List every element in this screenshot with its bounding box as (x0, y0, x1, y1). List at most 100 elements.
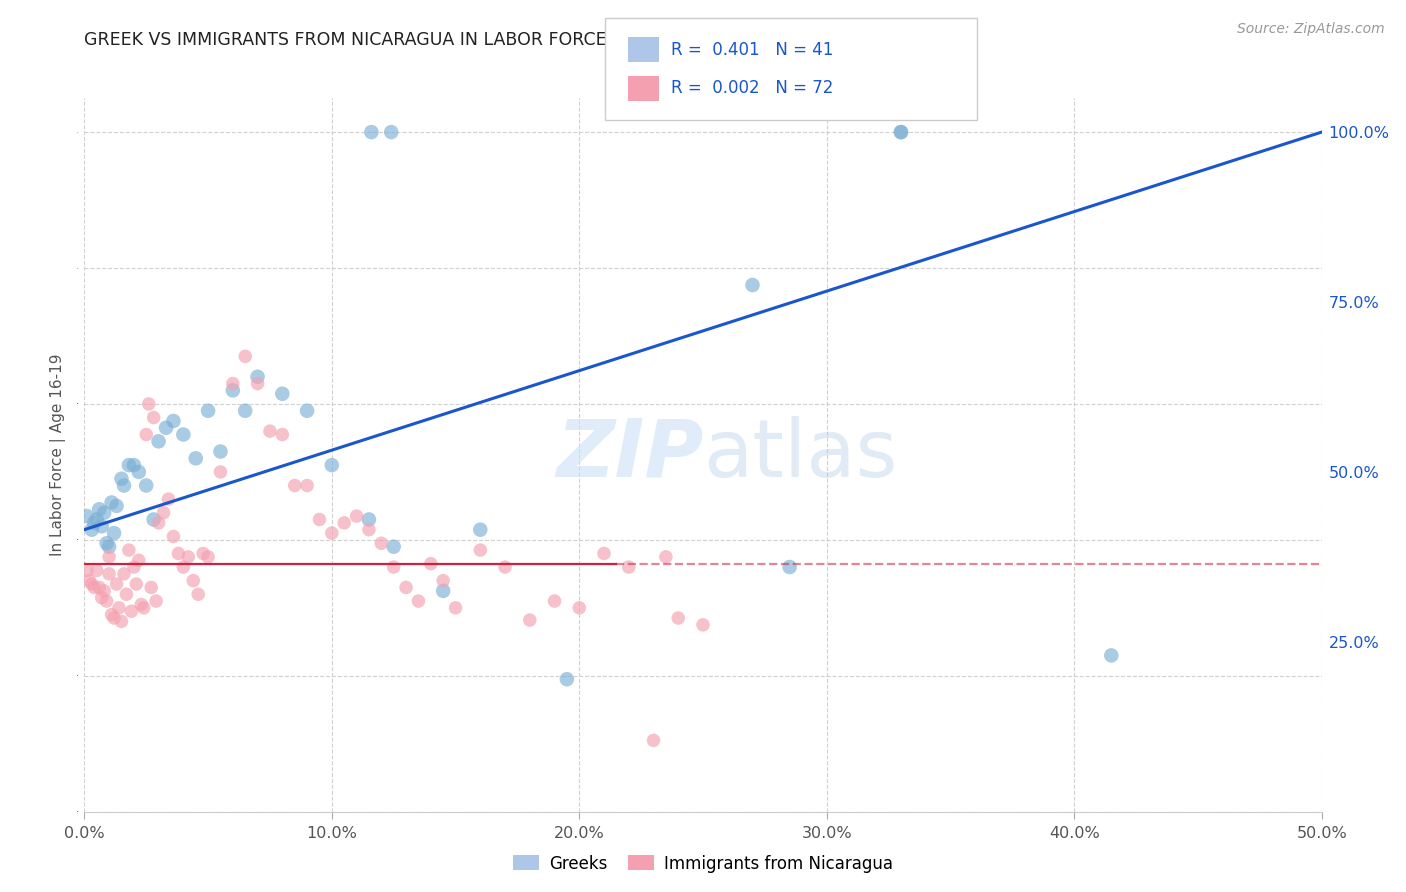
Point (271, 386, 294, 401)
Point (655, 549, 678, 564)
Point (103, 526, 125, 541)
Point (259, 424, 281, 438)
Point (617, 560, 640, 574)
Point (321, 526, 343, 541)
Point (98, 540, 121, 554)
Point (105, 499, 128, 513)
Point (360, 125, 382, 139)
Point (90, 591, 112, 605)
Legend: Greeks, Immigrants from Nicaragua: Greeks, Immigrants from Nicaragua (506, 848, 900, 880)
Point (271, 427, 294, 442)
Point (135, 478, 157, 492)
Text: Source: ZipAtlas.com: Source: ZipAtlas.com (1237, 22, 1385, 37)
Point (222, 384, 245, 398)
Point (138, 397, 160, 411)
Point (96, 594, 118, 608)
Point (122, 560, 145, 574)
Y-axis label: In Labor Force | Age 16-19: In Labor Force | Age 16-19 (51, 353, 66, 557)
Point (419, 557, 441, 571)
Point (191, 546, 214, 560)
Point (432, 583, 454, 598)
Point (444, 600, 467, 615)
Point (96, 536, 118, 550)
Point (295, 478, 318, 492)
Point (470, 543, 492, 558)
Point (93, 506, 115, 520)
Point (89, 581, 111, 595)
Point (115, 587, 138, 601)
Text: ZIP: ZIP (555, 416, 703, 494)
Point (197, 549, 219, 564)
Point (222, 376, 245, 391)
Point (246, 376, 269, 391)
Point (120, 604, 142, 618)
Point (108, 600, 131, 615)
Point (89, 502, 111, 516)
Point (181, 574, 204, 588)
Point (86, 512, 108, 526)
Point (172, 560, 194, 574)
Point (157, 492, 180, 507)
Point (112, 478, 135, 492)
Point (666, 611, 689, 625)
Text: GREEK VS IMMIGRANTS FROM NICARAGUA IN LABOR FORCE | AGE 16-19 CORRELATION CHART: GREEK VS IMMIGRANTS FROM NICARAGUA IN LA… (84, 31, 910, 49)
Text: R =  0.002   N = 72: R = 0.002 N = 72 (671, 79, 832, 97)
Point (555, 672, 578, 686)
Point (382, 560, 405, 574)
Point (142, 410, 165, 425)
Point (593, 546, 616, 560)
Point (118, 458, 141, 472)
Point (470, 523, 492, 537)
Point (432, 574, 454, 588)
Point (643, 733, 665, 747)
Point (100, 495, 122, 509)
Point (233, 350, 256, 364)
Point (346, 509, 368, 524)
Point (128, 553, 150, 567)
Point (155, 421, 177, 435)
Point (79, 574, 101, 588)
Point (76, 509, 98, 524)
Point (98, 566, 121, 581)
Point (118, 543, 141, 558)
Point (333, 516, 356, 530)
Point (141, 581, 163, 595)
Point (122, 458, 145, 472)
Point (692, 617, 714, 632)
Point (233, 403, 256, 417)
Point (129, 598, 152, 612)
Point (83, 516, 105, 530)
Point (1099, 648, 1122, 663)
Point (76, 564, 98, 578)
Point (177, 549, 200, 564)
Point (86, 564, 108, 578)
Point (167, 546, 190, 560)
Point (112, 566, 135, 581)
Point (395, 581, 418, 595)
Point (321, 458, 343, 472)
Point (142, 512, 165, 526)
Point (295, 403, 318, 417)
Text: atlas: atlas (703, 416, 897, 494)
Point (209, 444, 232, 458)
Point (132, 600, 155, 615)
Point (519, 613, 541, 627)
Point (135, 427, 157, 442)
Point (125, 577, 148, 591)
Point (83, 581, 105, 595)
Point (98, 549, 121, 564)
Point (543, 594, 565, 608)
Point (197, 403, 219, 417)
Point (162, 529, 184, 543)
Point (308, 512, 330, 526)
Point (284, 478, 307, 492)
Point (209, 465, 232, 479)
Point (246, 369, 269, 384)
Point (93, 583, 115, 598)
Point (357, 523, 380, 537)
Point (145, 594, 167, 608)
Point (110, 472, 132, 486)
Point (890, 125, 912, 139)
Point (890, 125, 912, 139)
Point (382, 540, 405, 554)
